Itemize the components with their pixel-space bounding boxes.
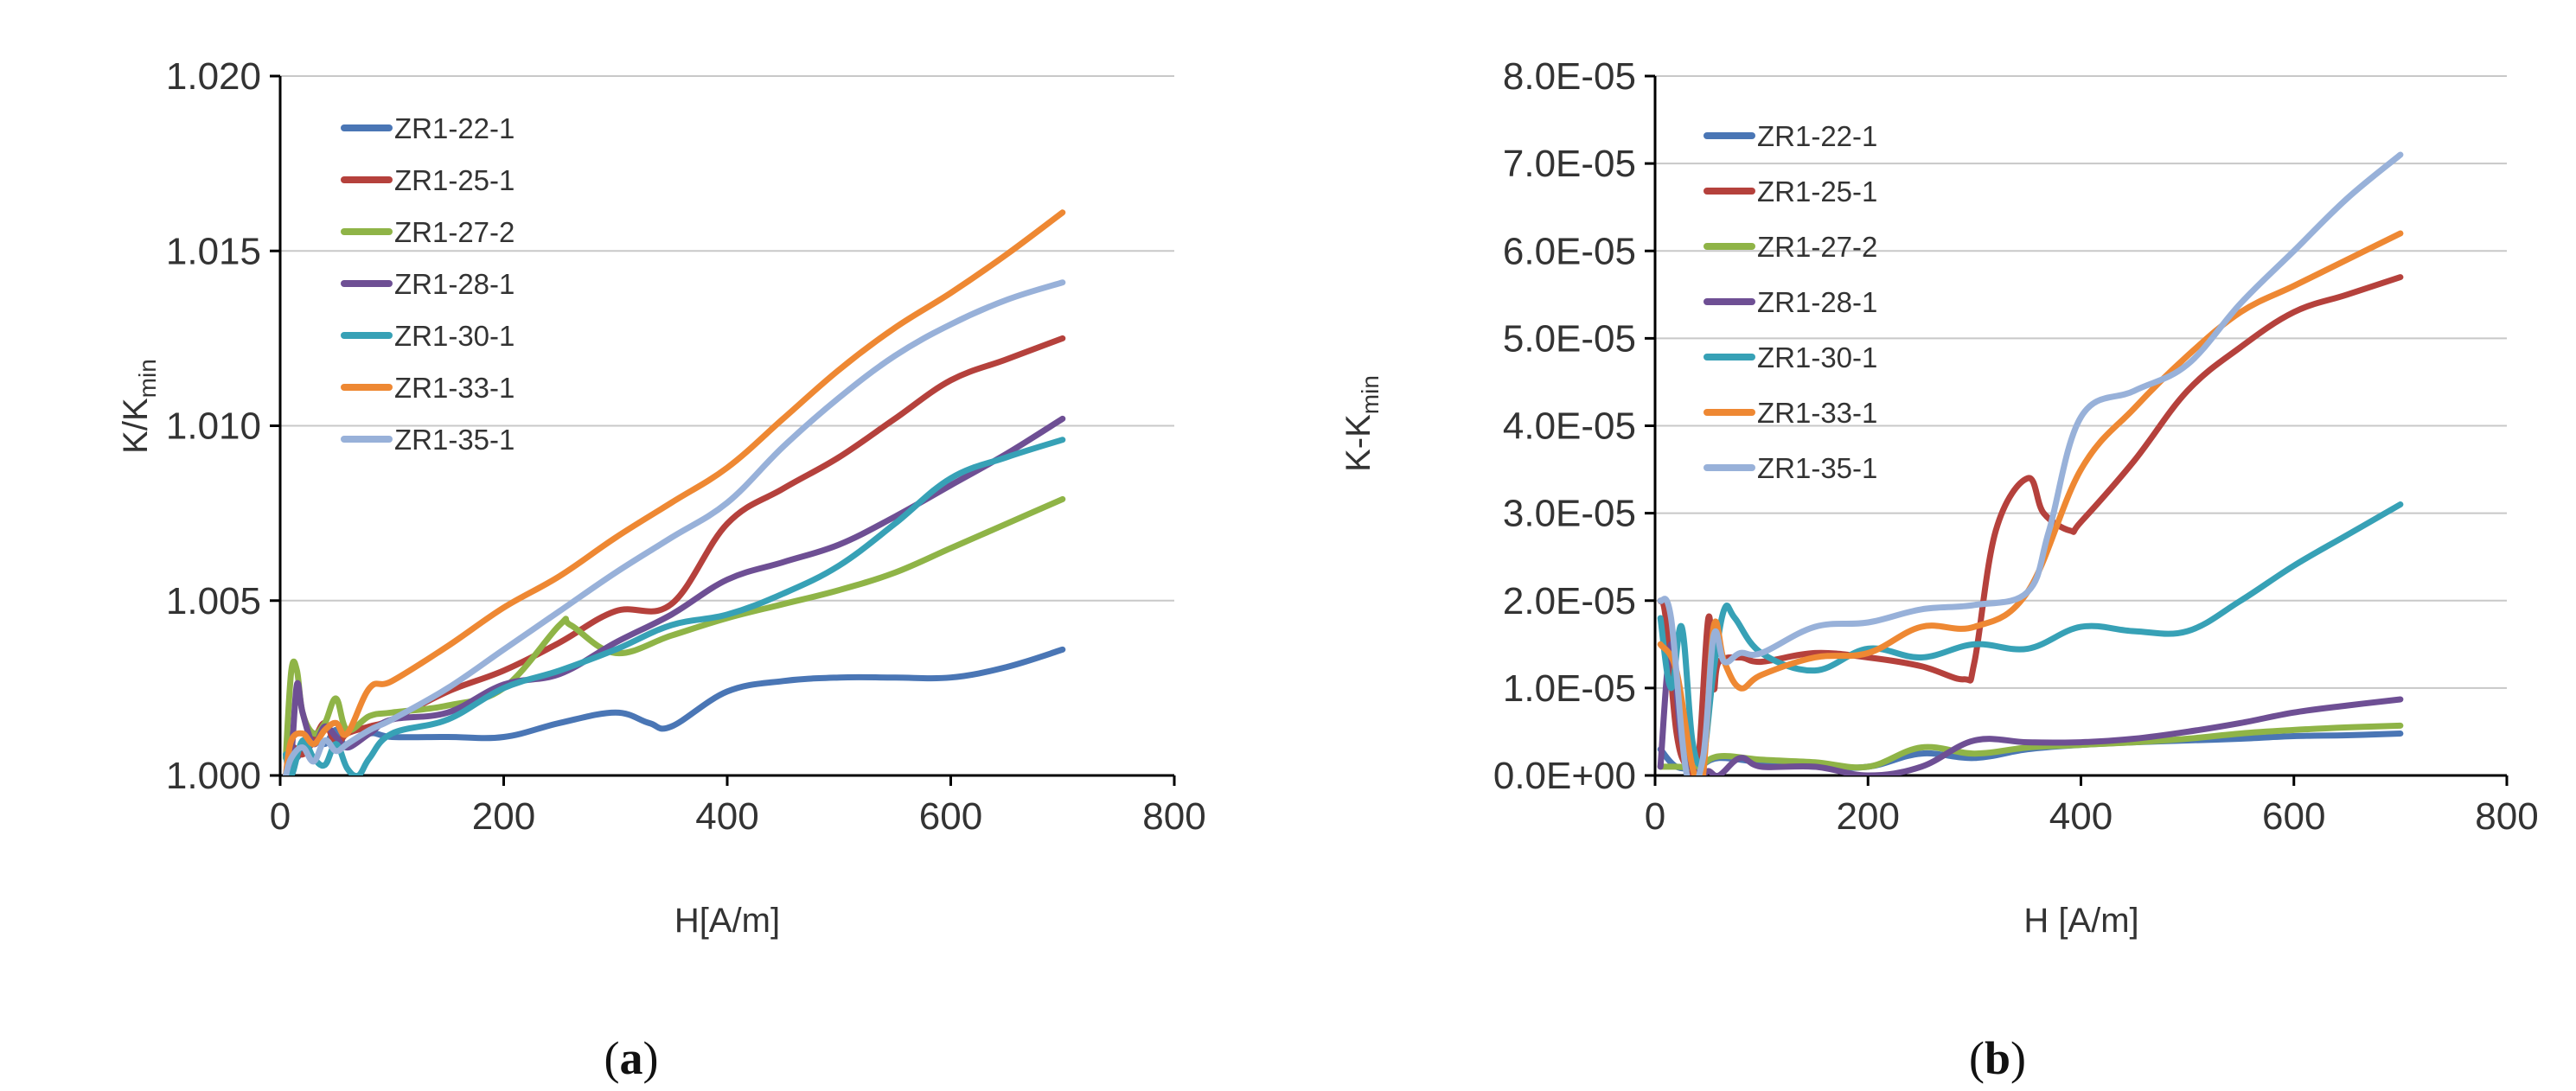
y-axis-title-main-a: K/K <box>117 398 155 454</box>
chart-a-svg: 1.000 1.005 1.010 1.015 1.020 0 200 400 600 800 H[… <box>117 55 1206 1084</box>
series-line-b-ZR1-25-1 <box>1657 274 2404 775</box>
y-axis-title-sub-a: min <box>134 359 161 398</box>
y-tick-label-b-6: 6.0E-05 <box>1503 230 1636 272</box>
x-tick-label-b-1: 200 <box>1837 795 1900 838</box>
series-line-a-ZR1-28-1 <box>283 415 1066 775</box>
series-line-a-ZR1-30-1 <box>283 437 1066 775</box>
x-axis-title-b: H [A/m] <box>2023 902 2138 940</box>
y-tick-label-a-1: 1.005 <box>166 580 261 622</box>
series-line-b-ZR1-30-1 <box>1657 501 2404 768</box>
legend-label-a-ZR1-35-1: ZR1-35-1 <box>394 424 515 456</box>
y-tick-label-a-0: 1.000 <box>166 755 261 797</box>
y-tick-label-a-3: 1.015 <box>166 230 261 272</box>
y-tick-label-b-2: 2.0E-05 <box>1503 580 1636 622</box>
y-axis-title-b: K-Kmin <box>1339 375 1384 472</box>
legend-label-a-ZR1-25-1: ZR1-25-1 <box>394 164 515 196</box>
y-tick-label-b-8: 8.0E-05 <box>1503 55 1636 98</box>
x-tick-label-b-2: 400 <box>2049 795 2113 838</box>
series-line-b-ZR1-27-2 <box>1657 722 2404 771</box>
y-axis-title-a: K/Kmin <box>117 359 161 454</box>
series-line-a-ZR1-33-1 <box>283 209 1066 775</box>
legend-label-b-ZR1-25-1: ZR1-25-1 <box>1757 175 1877 207</box>
legend-label-b-ZR1-22-1: ZR1-22-1 <box>1757 120 1877 152</box>
legend-label-b-ZR1-27-2: ZR1-27-2 <box>1757 231 1877 263</box>
x-tick-label-a-0: 0 <box>270 795 291 838</box>
legend-label-a-ZR1-27-2: ZR1-27-2 <box>394 216 515 248</box>
x-tick-label-a-1: 200 <box>472 795 535 838</box>
panel-caption-a: (a) <box>604 1032 659 1084</box>
y-tick-label-a-2: 1.010 <box>166 405 261 448</box>
chart-panel-a: 1.000 1.005 1.010 1.015 1.020 0 200 400 600 800 H[… <box>0 0 1280 1091</box>
y-tick-label-b-1: 1.0E-05 <box>1503 667 1636 710</box>
legend-label-b-ZR1-28-1: ZR1-28-1 <box>1757 286 1877 318</box>
legend-label-b-ZR1-33-1: ZR1-33-1 <box>1757 397 1877 429</box>
chart-b-svg: 0.0E+00 1.0E-05 2.0E-05 3.0E-05 4.0E-05 5.0E-… <box>1339 55 2539 1084</box>
chart-panel-b: 0.0E+00 1.0E-05 2.0E-05 3.0E-05 4.0E-05 5.0E-… <box>1288 0 2576 1091</box>
y-axis-title-sub-b: min <box>1357 375 1384 414</box>
legend-label-b-ZR1-35-1: ZR1-35-1 <box>1757 452 1877 484</box>
x-axis-title-a: H[A/m] <box>674 902 780 940</box>
series-group-b <box>1657 151 2404 775</box>
series-line-b-ZR1-35-1 <box>1657 151 2404 775</box>
y-tick-label-b-5: 5.0E-05 <box>1503 317 1636 360</box>
x-tick-label-a-3: 600 <box>919 795 982 838</box>
x-tick-label-a-2: 400 <box>695 795 758 838</box>
x-tick-label-b-3: 600 <box>2262 795 2325 838</box>
legend-label-a-ZR1-30-1: ZR1-30-1 <box>394 320 515 352</box>
y-tick-label-a-4: 1.020 <box>166 55 261 98</box>
legend-label-b-ZR1-30-1: ZR1-30-1 <box>1757 341 1877 373</box>
series-line-b-ZR1-28-1 <box>1657 641 2404 775</box>
y-axis-title-main-b: K-K <box>1339 414 1377 472</box>
y-tick-label-b-4: 4.0E-05 <box>1503 405 1636 448</box>
y-tick-label-b-7: 7.0E-05 <box>1503 143 1636 185</box>
series-line-a-ZR1-35-1 <box>283 279 1066 775</box>
series-group-a <box>283 209 1066 775</box>
legend-label-a-ZR1-28-1: ZR1-28-1 <box>394 268 515 300</box>
panel-caption-b: (b) <box>1969 1032 2026 1084</box>
y-tick-label-b-3: 3.0E-05 <box>1503 493 1636 535</box>
legend-label-a-ZR1-33-1: ZR1-33-1 <box>394 372 515 404</box>
y-tick-label-b-0: 0.0E+00 <box>1493 755 1636 797</box>
x-tick-label-b-0: 0 <box>1645 795 1665 838</box>
x-tick-label-a-4: 800 <box>1142 795 1205 838</box>
legend-label-a-ZR1-22-1: ZR1-22-1 <box>394 112 515 144</box>
x-tick-label-b-4: 800 <box>2475 795 2538 838</box>
